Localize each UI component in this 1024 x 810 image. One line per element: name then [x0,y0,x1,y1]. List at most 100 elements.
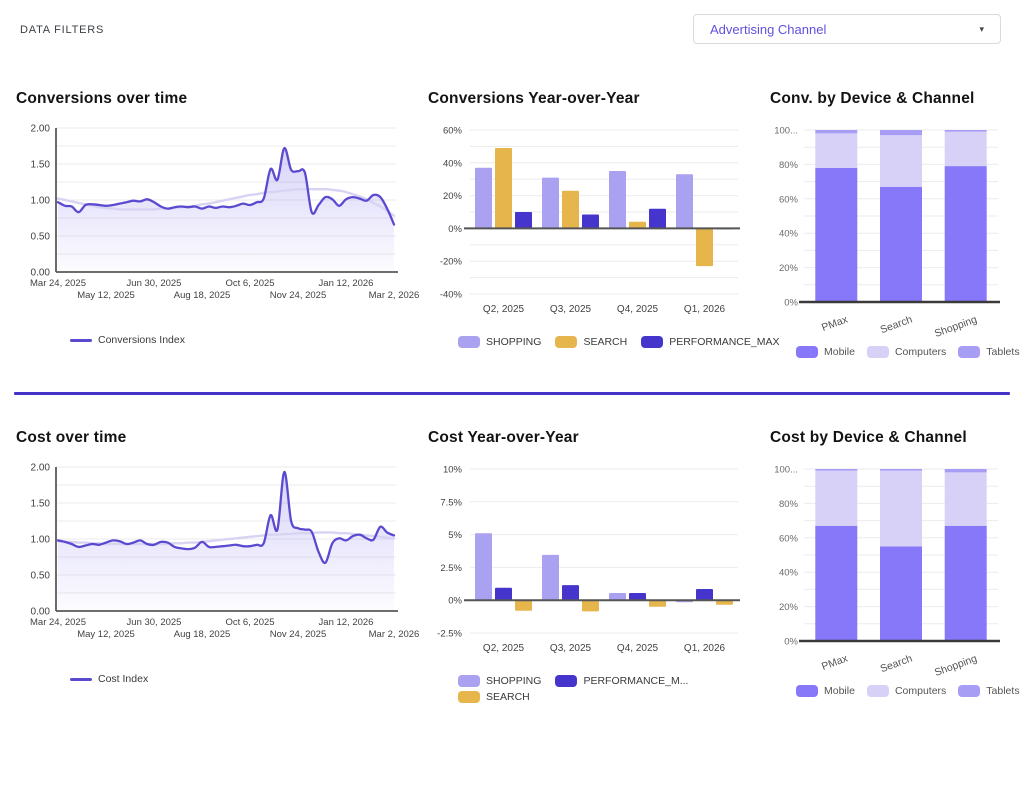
legend-item[interactable]: SHOPPING [458,336,541,348]
legend-item[interactable]: Tablets [958,685,1020,697]
legend-item[interactable]: Mobile [796,346,855,358]
tick-label: 40% [443,158,463,169]
tick-label: 100... [774,126,798,137]
legend-label: Conversions Index [98,334,185,346]
stacked-bar-segment[interactable] [944,131,987,167]
bar[interactable] [649,208,666,229]
legend-item[interactable]: Tablets [958,346,1020,358]
stacked-bar-segment[interactable] [944,472,987,526]
bar[interactable] [582,600,599,612]
bar[interactable] [495,587,512,601]
legend-label: SHOPPING [486,336,542,348]
section-divider [14,392,1010,395]
page-header: DATA FILTERS Advertising Channel ▾ [0,0,1024,56]
stacked-bar-segment[interactable] [944,525,987,641]
tick-label: 60% [779,194,799,205]
tick-label: 0.50 [31,232,51,243]
stacked-bar-segment[interactable] [815,167,858,302]
stacked-bar-segment[interactable] [815,470,858,526]
bar[interactable] [716,600,733,605]
tick-label: 1.00 [31,196,51,207]
stacked-bar-segment[interactable] [880,186,922,302]
legend-label: SEARCH [583,336,628,348]
legend-swatch [796,346,818,358]
legend: SHOPPING PERFORMANCE_M... SEARCH [458,675,720,703]
bar[interactable] [475,533,492,601]
stacked-bar-segment[interactable] [815,133,858,168]
stacked-bar-segment[interactable] [815,469,858,471]
bar[interactable] [609,593,626,601]
bar[interactable] [562,190,579,229]
tick-label: 20% [779,263,799,274]
stacked-bar-segment[interactable] [815,130,858,134]
chart-card-cost-by-device: Cost by Device & Channel 0% 20% 40% 60% 80% 1… [770,429,1020,703]
legend-item[interactable]: Computers [866,685,946,697]
trend-line[interactable] [56,187,396,217]
stacked-bar-segment[interactable] [815,525,858,641]
legend-label: PERFORMANCE_MAX [669,336,780,348]
legend: SHOPPING SEARCH PERFORMANCE_MAX [458,336,779,348]
tick-label: 80% [779,499,799,510]
bar[interactable] [475,167,492,229]
series-line[interactable] [56,470,396,565]
stacked-bar-segment[interactable] [880,469,922,471]
tick-label: Mar 24, 2025 [30,278,86,289]
bar[interactable] [495,148,512,229]
legend-item[interactable]: SEARCH [555,336,627,348]
tick-label: -40% [440,290,463,301]
legend-item[interactable]: PERFORMANCE_MAX [641,336,779,348]
bar[interactable] [542,177,559,229]
tick-label: Q1, 2026 [684,643,726,654]
trend-line[interactable] [56,531,396,546]
legend-item[interactable]: Conversions Index [70,334,185,346]
bar[interactable] [696,589,713,601]
tick-label: Jan 12, 2026 [319,617,374,628]
bar[interactable] [629,221,646,229]
chart-card-conversions-yoy: Conversions Year-over-Year -40% -20% 0% 20%… [428,90,779,358]
chart-title: Cost over time [16,429,127,446]
series-area [58,471,394,611]
bar[interactable] [649,600,666,607]
tick-label: 0% [448,224,462,235]
stacked-bar-segment[interactable] [880,470,922,547]
category-label: Search [879,652,915,675]
stacked-bar-segment[interactable] [880,130,922,136]
chart-legend: SHOPPING SEARCH PERFORMANCE_MAX [428,324,779,348]
legend-label: Tablets [986,685,1020,697]
tick-label: Q4, 2025 [617,643,659,654]
stacked-bar-segment[interactable] [880,546,922,641]
legend-item[interactable]: SHOPPING [458,675,541,687]
legend-swatch [458,336,480,348]
bar[interactable] [609,171,626,229]
tick-label: Q2, 2025 [483,304,525,315]
tick-label: Jun 30, 2025 [127,278,182,289]
legend: Cost Index [70,673,416,685]
bar[interactable] [542,554,559,601]
legend: Conversions Index [70,334,416,346]
series-line[interactable] [56,147,396,226]
legend-item[interactable]: PERFORMANCE_M... [555,675,688,687]
stacked-bar-segment[interactable] [944,469,987,473]
stacked-bar-segment[interactable] [944,130,987,132]
tick-label: May 12, 2025 [77,290,135,301]
legend-item[interactable]: SEARCH [458,691,530,703]
stacked-bar-segment[interactable] [944,166,987,302]
advertising-channel-dropdown[interactable]: Advertising Channel ▾ [693,14,1001,44]
tick-label: 10% [443,465,463,476]
bar[interactable] [696,228,713,267]
legend-item[interactable]: Mobile [796,685,855,697]
bar[interactable] [562,585,579,601]
chart-title: Conversions over time [16,90,188,107]
bar[interactable] [582,214,599,229]
bar[interactable] [629,593,646,601]
stacked-bar-segment[interactable] [880,135,922,187]
tick-label: 2.00 [31,463,51,474]
legend-swatch [555,675,578,687]
legend-item[interactable]: Cost Index [70,673,148,685]
bar[interactable] [515,600,532,611]
bar[interactable] [515,212,532,229]
bar[interactable] [676,174,693,229]
legend-item[interactable]: Computers [866,346,946,358]
chart-card-cost-yoy: Cost Year-over-Year -2.5% 0% 2.5% 5% 7.5% 10%… [428,429,758,703]
tick-label: 0.00 [31,607,51,618]
